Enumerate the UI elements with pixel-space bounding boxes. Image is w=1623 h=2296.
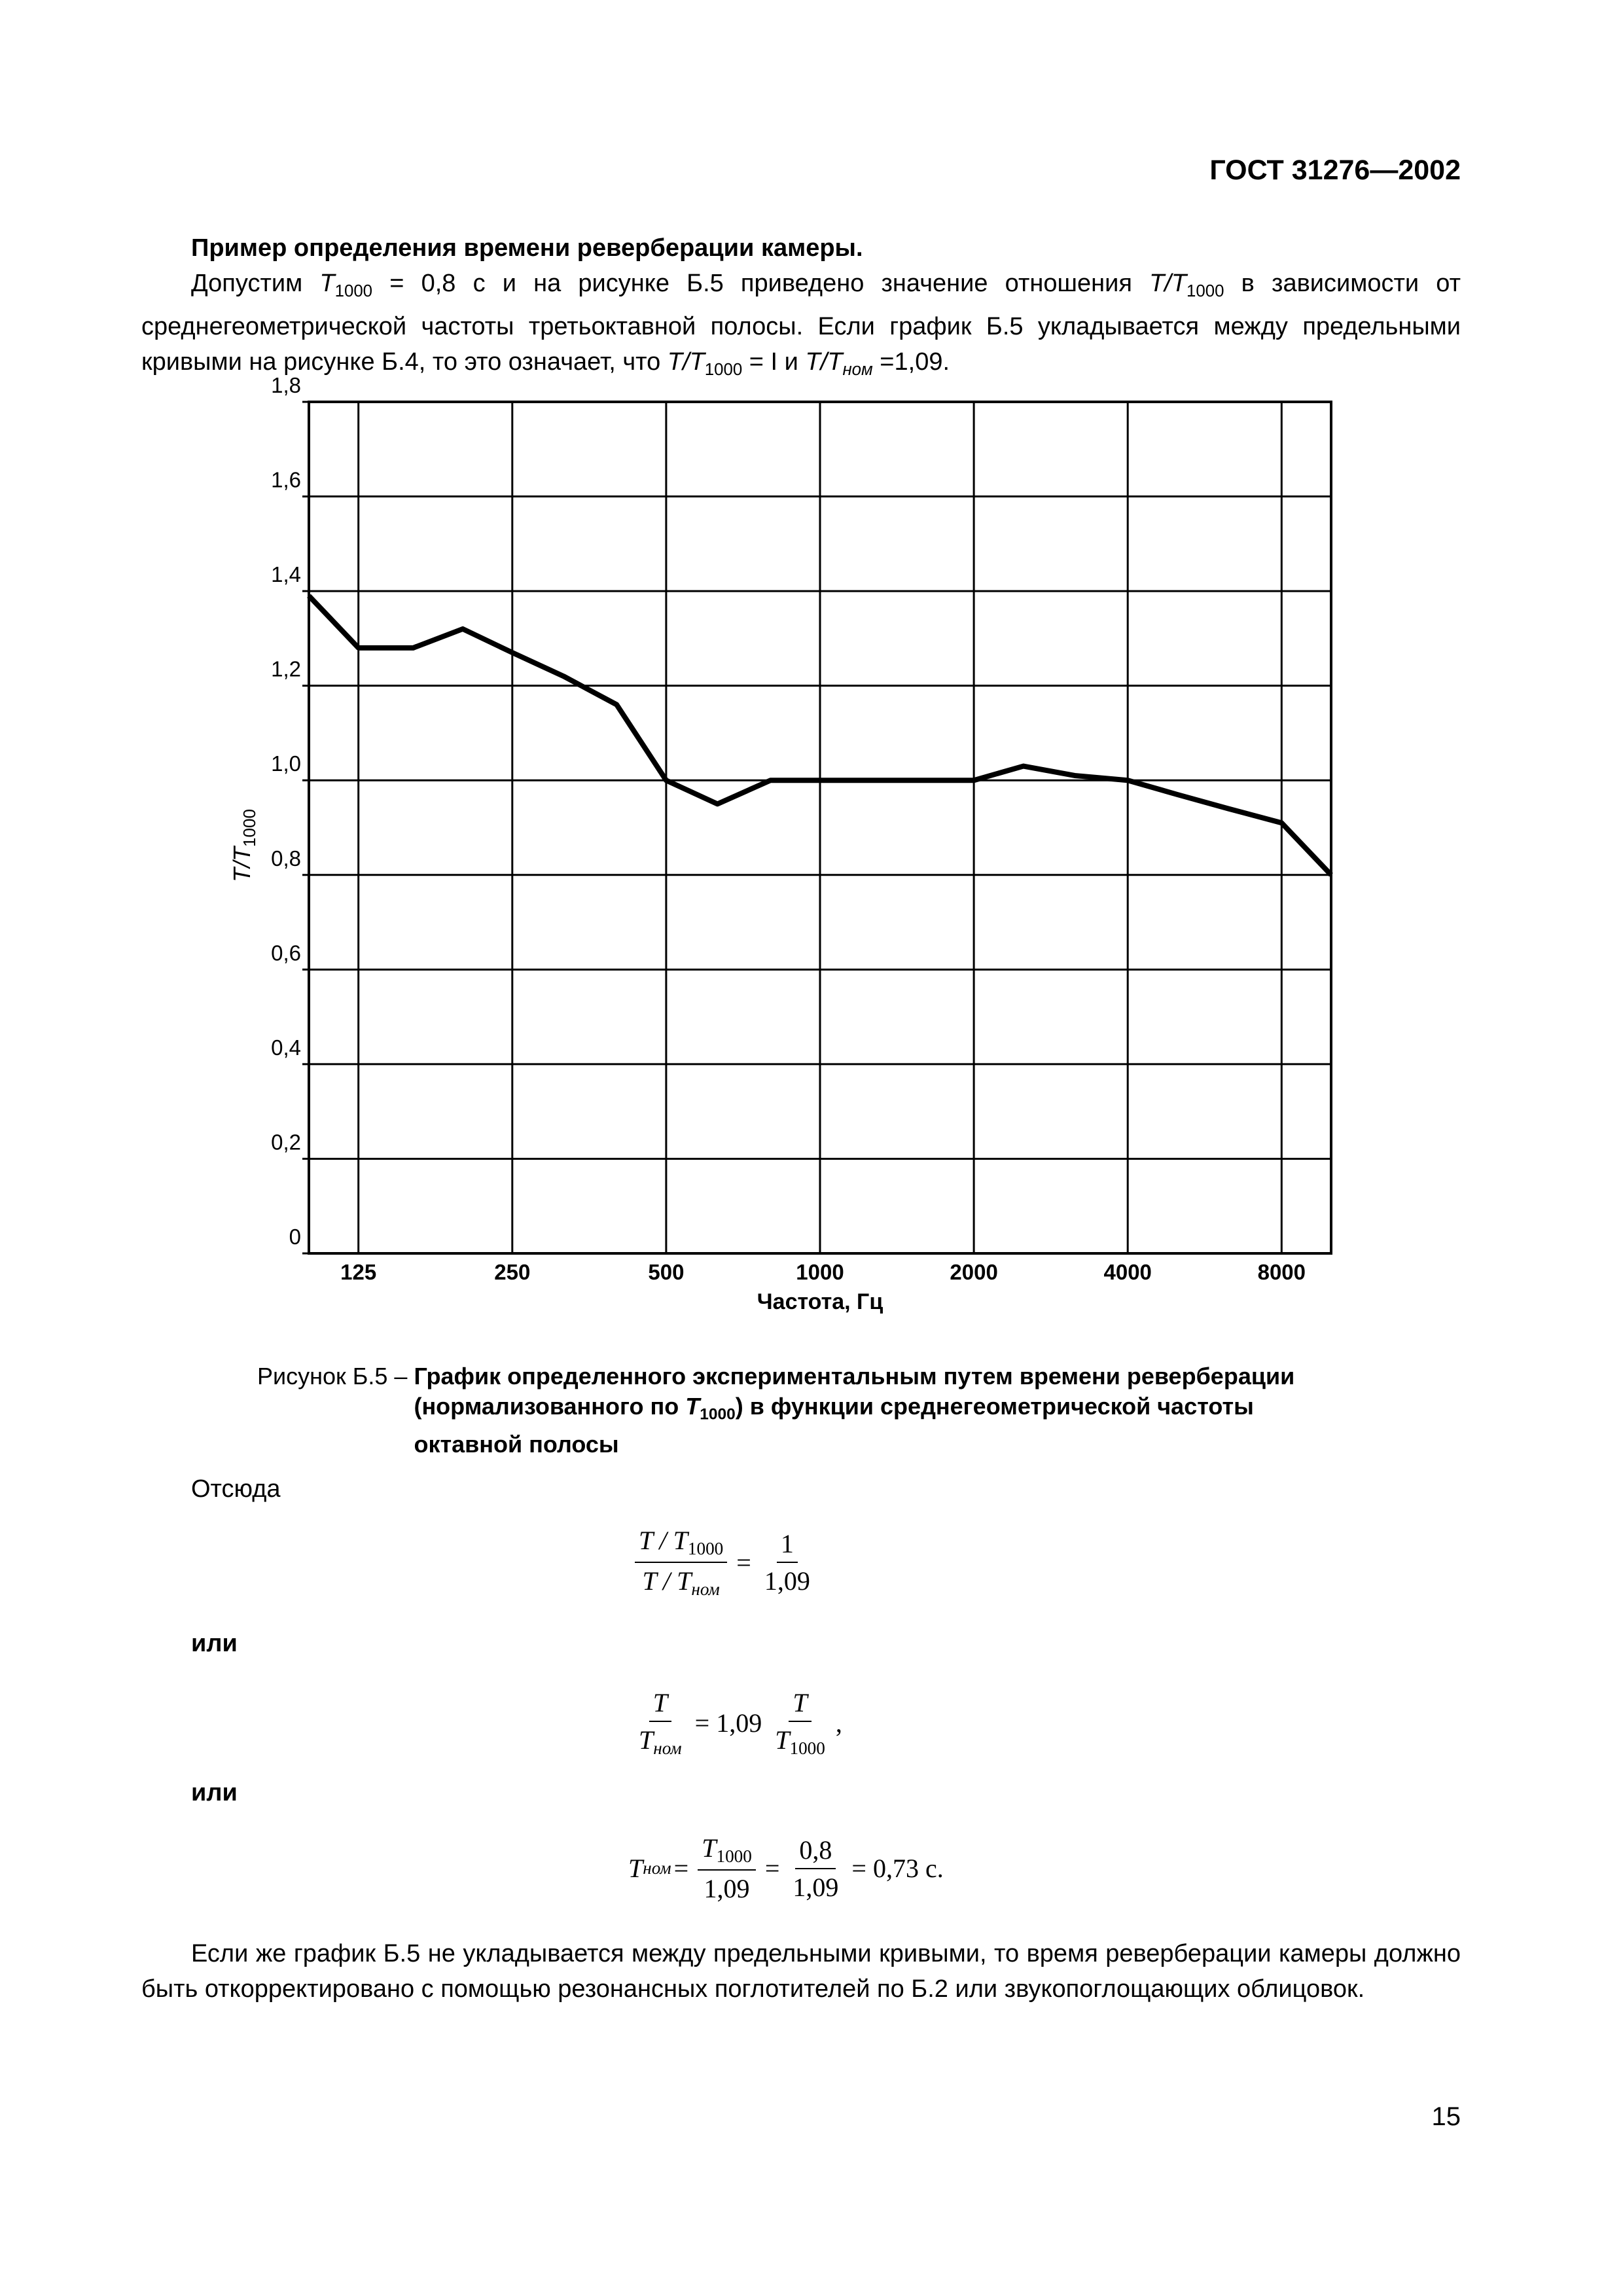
fraction: T Tном	[635, 1687, 686, 1759]
y-label-sub: 1000	[240, 809, 259, 847]
numerator: T	[789, 1687, 812, 1722]
formula-2: T Tном = 1,09 T T1000 ,	[628, 1687, 842, 1759]
fraction: T1000 1,09	[698, 1833, 756, 1904]
plot-frame	[308, 401, 1332, 1255]
symbol: T/T	[1149, 270, 1187, 297]
operator: =	[673, 1854, 689, 1884]
or: или	[191, 1779, 238, 1806]
text: График определенного экспериментальным п…	[414, 1363, 1295, 1420]
y-tick-label: 1,6	[271, 468, 301, 492]
y-tick-label: 0,2	[271, 1130, 301, 1154]
text: = I и	[742, 348, 806, 376]
y-tick-label: 1,2	[271, 657, 301, 681]
comma: ,	[835, 1708, 842, 1738]
x-tick-label: 8000	[1258, 1260, 1306, 1284]
symbol: T / T	[639, 1526, 688, 1555]
denominator: 1,09	[764, 1566, 810, 1596]
text: =1,09.	[872, 348, 950, 376]
operator: = 1,09	[694, 1708, 762, 1738]
chart: T/T1000 Частота, Гц 00,20,40,60,81,01,21…	[228, 373, 1333, 1314]
x-tick-label: 250	[494, 1260, 530, 1284]
subscript: 1000	[334, 281, 373, 300]
text: = 0,8 с и на рисунке Б.5 приведено значе…	[372, 270, 1150, 297]
fraction: T / T1000 T / Tном	[635, 1525, 728, 1600]
y-tick-label: 1,0	[271, 751, 301, 776]
y-tick-label: 0	[289, 1225, 301, 1249]
symbol: T	[628, 1854, 643, 1884]
data-line	[307, 594, 1333, 877]
operator: =	[736, 1547, 751, 1577]
symbol: T	[702, 1833, 717, 1863]
subscript: ном	[653, 1738, 682, 1759]
denominator: T1000	[771, 1722, 829, 1759]
x-tick-label: 4000	[1103, 1260, 1151, 1284]
x-tick-label: 2000	[950, 1260, 997, 1284]
or: или	[191, 1630, 238, 1657]
numerator: T / T1000	[635, 1525, 728, 1564]
y-tick-label: 0,4	[271, 1035, 301, 1060]
numerator: T1000	[698, 1833, 756, 1871]
y-axis-label: T/T1000	[228, 809, 259, 882]
denominator: T / Tном	[638, 1563, 723, 1600]
subscript: 1000	[700, 1405, 736, 1424]
text: в зависимости от среднегеометрической ча…	[141, 270, 1461, 376]
y-tick-label: 1,8	[271, 373, 301, 397]
numerator: 1	[776, 1528, 798, 1564]
denominator: Tном	[635, 1722, 686, 1759]
subscript: 1000	[704, 360, 743, 379]
x-tick-label: 1000	[796, 1260, 844, 1284]
x-tick-label: 500	[648, 1260, 684, 1284]
doc-number: ГОСТ 31276—2002	[1209, 154, 1461, 186]
y-tick-label: 0,6	[271, 941, 301, 965]
fraction: 0,8 1,09	[789, 1835, 842, 1903]
y-tick-label: 1,4	[271, 562, 301, 586]
symbol: T/T	[805, 348, 843, 376]
subscript: 1000	[1186, 281, 1224, 300]
formula-1: T / T1000 T / Tном = 1 1,09	[628, 1525, 821, 1600]
subscript: 1000	[789, 1738, 825, 1759]
text: ) в функции среднегеометрической частоты…	[414, 1393, 1254, 1458]
operator: =	[764, 1854, 780, 1884]
subscript: ном	[643, 1858, 671, 1878]
fraction: 1 1,09	[760, 1528, 814, 1596]
denominator: 1,09	[704, 1874, 750, 1904]
result: = 0,73 с.	[851, 1854, 944, 1884]
numerator: 0,8	[795, 1835, 836, 1869]
symbol: T	[775, 1725, 790, 1755]
subscript: ном	[842, 360, 873, 379]
paragraph: Допустим T1000 = 0,8 с и на рисунке Б.5 …	[141, 266, 1461, 387]
hence: Отсюда	[191, 1475, 281, 1503]
symbol: T	[639, 1725, 654, 1755]
denominator: 1,09	[793, 1872, 839, 1902]
text: Допустим	[191, 270, 320, 297]
symbol: T/T	[667, 348, 705, 376]
caption: Рисунок Б.5 – График определенного экспе…	[257, 1361, 1343, 1460]
closing-paragraph: Если же график Б.5 не укладывается между…	[141, 1940, 1461, 2003]
symbol: T / T	[642, 1566, 692, 1596]
subscript: 1000	[716, 1846, 752, 1867]
y-tick-label: 0,8	[271, 846, 301, 870]
symbol: T	[319, 270, 335, 297]
symbol: T	[685, 1393, 700, 1420]
caption-text: График определенного экспериментальным п…	[414, 1361, 1343, 1460]
y-label-main: T/T	[228, 845, 255, 882]
x-tick-label: 125	[340, 1260, 376, 1284]
page-number: 15	[1431, 2102, 1461, 2131]
x-axis-label: Частота, Гц	[757, 1289, 883, 1314]
example-title: Пример определения времени реверберации …	[191, 234, 863, 262]
subscript: 1000	[687, 1539, 724, 1559]
subscript: ном	[691, 1579, 720, 1600]
fraction: T T1000	[771, 1687, 829, 1759]
numerator: T	[649, 1687, 671, 1722]
caption-label: Рисунок Б.5 –	[257, 1363, 414, 1390]
